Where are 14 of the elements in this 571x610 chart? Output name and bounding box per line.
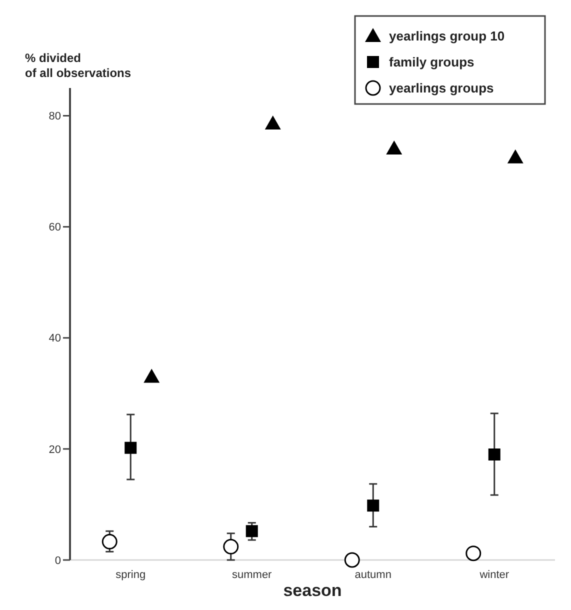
y-tick-label: 60 (48, 222, 61, 234)
x-tick-label: autumn (354, 569, 392, 581)
x-tick-label: spring (116, 569, 146, 581)
x-tick-label: winter (478, 569, 510, 581)
legend-label: yearlings group 10 (389, 28, 505, 44)
y-tick-label: 20 (48, 444, 61, 456)
y-tick-label: 40 (48, 332, 61, 345)
y-axis-title: % divided of all observations (25, 51, 132, 80)
x-axis-title: season (283, 581, 342, 600)
legend-label: yearlings groups (389, 80, 494, 96)
y-tick-label: 80 (48, 110, 61, 123)
x-tick-label: summer (232, 569, 272, 581)
y-tick-label: 0 (54, 554, 61, 567)
legend-label: family groups (389, 54, 474, 70)
